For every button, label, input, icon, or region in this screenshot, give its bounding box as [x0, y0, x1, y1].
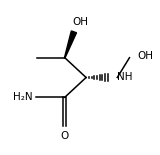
Text: O: O: [61, 131, 69, 141]
Text: OH: OH: [138, 51, 154, 61]
Text: OH: OH: [72, 17, 88, 27]
Polygon shape: [64, 31, 76, 58]
Text: H₂N: H₂N: [13, 92, 33, 102]
Text: NH: NH: [117, 73, 133, 82]
